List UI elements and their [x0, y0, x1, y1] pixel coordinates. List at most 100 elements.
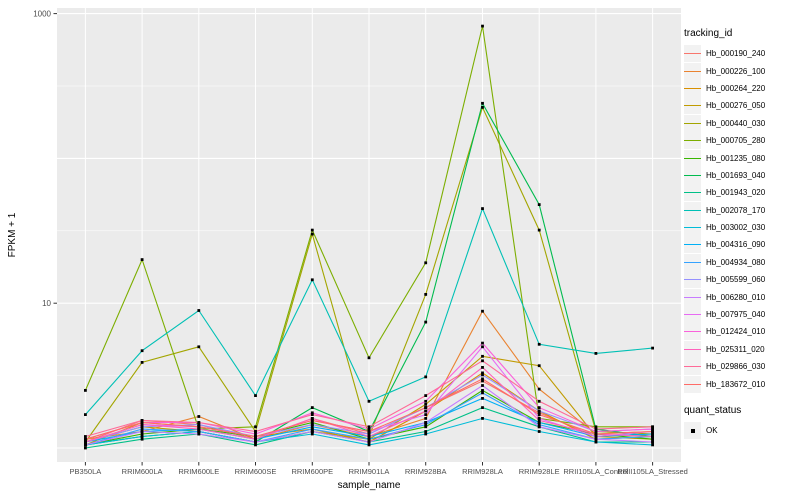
series-color-line-icon [684, 209, 701, 211]
series-color-line-icon [684, 279, 701, 281]
data-point [310, 413, 314, 416]
data-point [140, 421, 144, 424]
legend-item-label: Hb_001693_040 [706, 170, 766, 180]
data-point [197, 423, 201, 426]
data-point [424, 403, 428, 406]
data-point [140, 437, 144, 441]
x-tick-label: RRII105LA_Control [563, 467, 628, 476]
data-point [197, 425, 201, 429]
data-point [424, 430, 428, 433]
x-tick-label: RRIM600LA [122, 467, 163, 476]
legend-item-label: Hb_004934_080 [706, 257, 766, 267]
series-color-line-icon [684, 366, 701, 368]
series-color-line-icon [684, 174, 701, 176]
data-point [310, 427, 314, 431]
data-point [651, 425, 654, 429]
data-point [367, 435, 371, 438]
legend-item: Hb_004934_080 [684, 253, 796, 271]
data-point [197, 415, 201, 418]
legend-item: Hb_001235_080 [684, 149, 796, 167]
data-point [481, 391, 484, 395]
legend-item-label: Hb_005599_060 [706, 275, 766, 285]
data-point [424, 399, 428, 403]
data-point [594, 430, 598, 433]
legend-key-swatch [684, 323, 701, 341]
legend-key-swatch [684, 79, 701, 97]
legend-item-quant-ok: OK [684, 422, 796, 439]
data-point [140, 349, 144, 353]
data-point [140, 427, 144, 431]
legend-item: Hb_029866_030 [684, 358, 796, 376]
x-tick-label: RRIM600PE [291, 467, 333, 476]
data-point [310, 228, 314, 232]
legend-item: Hb_025311_020 [684, 340, 796, 358]
data-point [310, 411, 314, 415]
x-tick-label: RRIM928LE [519, 467, 560, 476]
legend-key-swatch [684, 166, 701, 184]
data-point [537, 203, 541, 206]
data-point [424, 375, 428, 379]
data-point [481, 377, 484, 381]
data-point [84, 446, 87, 450]
data-point [424, 293, 428, 296]
data-point [310, 432, 314, 436]
data-point [481, 354, 484, 358]
data-point [651, 346, 654, 350]
data-point [367, 356, 371, 360]
legend-item-label: Hb_001943_020 [706, 188, 766, 198]
quant-ok-key-icon [684, 422, 701, 439]
legend-item-label: Hb_029866_030 [706, 362, 766, 372]
data-point [481, 101, 484, 105]
legend-item-label: Hb_007975_040 [706, 310, 766, 320]
legend-item-label: OK [706, 426, 718, 435]
legend-item-label: Hb_000190_240 [706, 49, 766, 59]
x-tick-label: RRIM928BA [405, 467, 447, 476]
data-point [651, 430, 654, 433]
data-point [651, 427, 654, 431]
legend-key-swatch [684, 97, 701, 115]
data-point [197, 430, 201, 433]
series-color-line-icon [684, 331, 701, 333]
data-point [594, 425, 598, 429]
data-point [310, 421, 314, 424]
data-point [594, 435, 598, 438]
data-point [310, 419, 314, 422]
legend-item: Hb_000264_220 [684, 79, 796, 97]
legend-item: Hb_005599_060 [684, 271, 796, 289]
legend-item: Hb_000705_280 [684, 132, 796, 150]
data-point [424, 417, 428, 420]
data-point [651, 443, 654, 447]
data-point [254, 440, 257, 444]
legend-key-swatch [684, 288, 701, 306]
data-point [140, 430, 144, 433]
series-color-line-icon [684, 383, 701, 385]
data-point [197, 345, 201, 349]
legend-key-swatch [684, 358, 701, 376]
data-point [481, 24, 484, 28]
series-color-line-icon [684, 70, 701, 72]
data-point [197, 432, 201, 436]
legend-item-label: Hb_012424_010 [706, 327, 766, 337]
legend-key-swatch [684, 375, 701, 393]
data-point [481, 373, 484, 377]
legend-item: Hb_000276_050 [684, 97, 796, 115]
data-point [481, 345, 484, 349]
legend-item-label: Hb_000226_100 [706, 66, 766, 76]
data-point [537, 387, 541, 391]
x-tick-label: RRIM600LE [178, 467, 219, 476]
legend-item: Hb_006280_010 [684, 288, 796, 306]
legend-item: Hb_001693_040 [684, 166, 796, 184]
data-point [481, 106, 484, 109]
data-point [537, 399, 541, 403]
legend-item: Hb_001943_020 [684, 184, 796, 202]
data-point [594, 440, 598, 444]
data-point [594, 352, 598, 355]
legend-title-tracking-id: tracking_id [684, 28, 733, 39]
legend-item-label: Hb_000705_280 [706, 136, 766, 146]
legend-items: Hb_000190_240 Hb_000226_100 Hb_000264_220 H… [684, 45, 796, 393]
legend-key-swatch [684, 236, 701, 254]
data-point [481, 371, 484, 375]
data-point [84, 413, 87, 416]
data-point [481, 406, 484, 409]
